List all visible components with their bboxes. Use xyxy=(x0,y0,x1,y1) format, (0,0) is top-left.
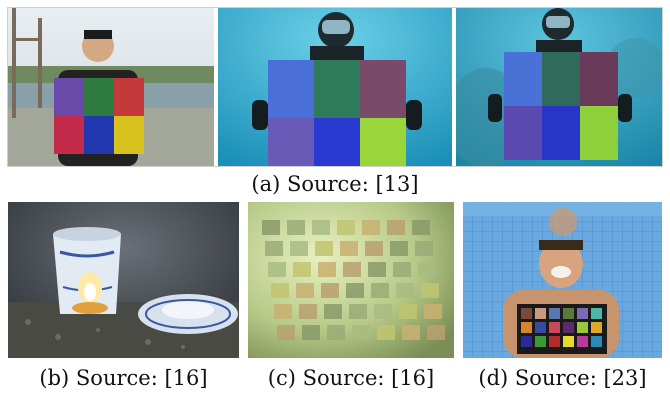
checker-patch xyxy=(393,262,411,277)
checker-grid xyxy=(262,220,445,340)
checker-patch xyxy=(368,262,386,277)
checker-patch xyxy=(302,325,320,340)
checker-patch xyxy=(418,262,436,277)
row-a-frame xyxy=(7,7,663,167)
checker-patch xyxy=(274,304,292,319)
pool-checker-patch xyxy=(591,322,602,333)
checker-patch xyxy=(327,325,345,340)
pool-checker xyxy=(521,308,602,347)
pool-checker-patch xyxy=(577,322,588,333)
pool-checker-patch xyxy=(549,336,560,347)
caption-d: (d) Source: [23] xyxy=(478,366,647,390)
checker-patch xyxy=(315,241,333,256)
checker-patch xyxy=(271,283,289,298)
pool-checker-patch xyxy=(591,308,602,319)
checker-patch xyxy=(402,325,420,340)
checker-patch xyxy=(290,241,308,256)
checker-patch xyxy=(312,220,330,235)
checker-patch xyxy=(265,241,283,256)
checker-patch xyxy=(343,262,361,277)
pool-checker-patch xyxy=(563,308,574,319)
pool-checker-patch xyxy=(549,322,560,333)
pool-checker-patch xyxy=(563,322,574,333)
checker-patch xyxy=(399,304,417,319)
checker-patch xyxy=(415,241,433,256)
pool-checker-patch xyxy=(535,336,546,347)
checker-patch xyxy=(346,283,364,298)
pool-checker-patch xyxy=(521,322,532,333)
pool-checker-patch xyxy=(577,336,588,347)
checker-patch xyxy=(396,283,414,298)
diver-shallow-photo xyxy=(218,8,452,166)
checker-patch xyxy=(318,262,336,277)
checker-patch xyxy=(421,283,439,298)
pool-checker-patch xyxy=(549,308,560,319)
pool-checker-patch xyxy=(577,308,588,319)
checker-patch xyxy=(262,220,280,235)
checker-patch xyxy=(362,220,380,235)
checker-patch xyxy=(277,325,295,340)
pool-checker-patch xyxy=(563,336,574,347)
checker-patch xyxy=(321,283,339,298)
checker-patch xyxy=(387,220,405,235)
checker-patch xyxy=(299,304,317,319)
checker-patch xyxy=(268,262,286,277)
checker-patch xyxy=(352,325,370,340)
checker-patch xyxy=(296,283,314,298)
checker-patch xyxy=(293,262,311,277)
caption-c: (c) Source: [16] xyxy=(267,366,435,390)
diver-deep-photo xyxy=(456,8,662,166)
checker-patch xyxy=(349,304,367,319)
pool-checker-patch xyxy=(521,336,532,347)
caption-b: (b) Source: [16] xyxy=(39,366,208,390)
checker-patch xyxy=(374,304,392,319)
green-color-checker-photo xyxy=(248,202,454,358)
pool-checker-patch xyxy=(535,322,546,333)
pool-person-photo xyxy=(463,202,662,358)
checker-patch xyxy=(365,241,383,256)
pool-checker-patch xyxy=(535,308,546,319)
shore-person-photo xyxy=(8,8,214,166)
checker-patch xyxy=(424,304,442,319)
checker-patch xyxy=(287,220,305,235)
checker-patch xyxy=(390,241,408,256)
cup-saucer-photo xyxy=(8,202,239,358)
checker-patch xyxy=(337,220,355,235)
checker-patch xyxy=(324,304,342,319)
checker-patch xyxy=(377,325,395,340)
caption-a: (a) Source: [13] xyxy=(251,172,419,196)
pool-checker-patch xyxy=(591,336,602,347)
checker-patch xyxy=(340,241,358,256)
checker-patch xyxy=(412,220,430,235)
checker-patch xyxy=(427,325,445,340)
pool-checker-patch xyxy=(521,308,532,319)
checker-patch xyxy=(371,283,389,298)
